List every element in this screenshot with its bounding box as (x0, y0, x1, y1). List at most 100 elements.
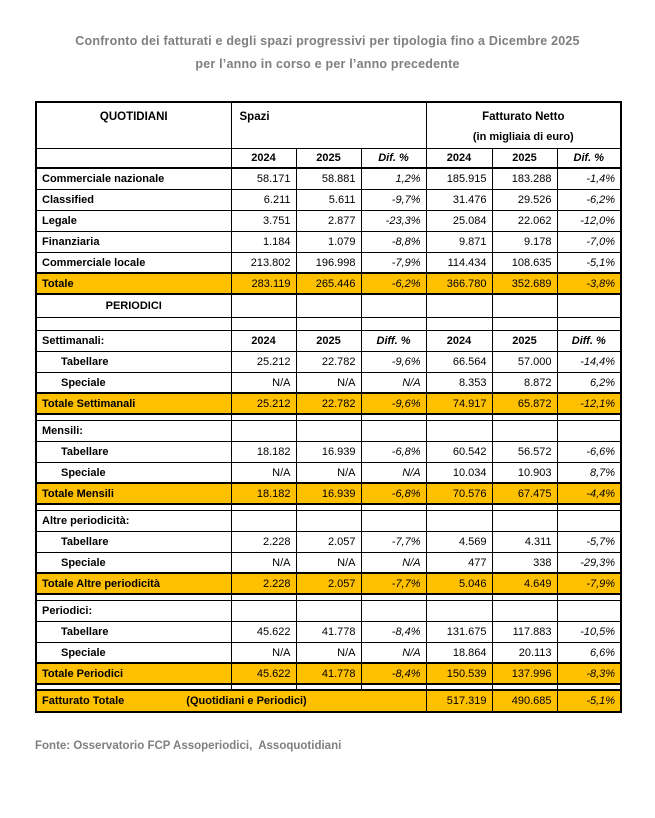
value-cell: 57.000 (491, 350, 558, 373)
value-cell: 150.539 (425, 662, 493, 686)
value-cell: 8.353 (425, 371, 493, 394)
value-cell: 4.649 (491, 572, 558, 596)
year-header-cell: Diff. % (556, 329, 622, 352)
row-label: Fatturato Totale (Quotidiani e Periodici) (35, 689, 427, 714)
value-cell: 56.572 (491, 440, 558, 463)
year-header-spazi-2024: 2024 (230, 147, 297, 170)
spacer-cell (425, 316, 493, 331)
value-cell (425, 419, 493, 442)
table-row-speciale: Speciale N/A N/A N/A 18.864 20.113 6,6% (35, 641, 622, 664)
dif-cell: -29,3% (556, 551, 622, 574)
value-cell (491, 293, 558, 318)
row-label: Speciale (35, 551, 232, 574)
dif-cell (360, 599, 427, 622)
value-cell: 18.182 (230, 440, 297, 463)
value-cell: 117.883 (491, 620, 558, 643)
value-cell: 16.939 (295, 482, 362, 506)
year-header-fatturato-dif: Dif. % (556, 147, 622, 170)
table-row-altre-periodicit: Altre periodicità: (35, 509, 622, 532)
value-cell: N/A (230, 641, 297, 664)
value-cell: 66.564 (425, 350, 493, 373)
table-row-tabellare: Tabellare 25.212 22.782 -9,6% 66.564 57.000 -1… (35, 350, 622, 373)
dif-cell (556, 293, 622, 318)
row-label: Commerciale locale (35, 251, 232, 274)
row-label: Speciale (35, 461, 232, 484)
report-title: Confronto dei fatturati e degli spazi pr… (0, 0, 655, 76)
dif-cell: 6,2% (556, 371, 622, 394)
table-row-speciale: Speciale N/A N/A N/A 477 338 -29,3% (35, 551, 622, 574)
value-cell (425, 293, 493, 318)
header-spazi: Spazi (230, 101, 427, 149)
value-cell: 185.915 (425, 167, 493, 190)
dif-cell: -3,8% (556, 272, 622, 296)
value-cell: 29.526 (491, 188, 558, 211)
year-header-cell: 2025 (491, 329, 558, 352)
table-row-commerciale-nazionale: Commerciale nazionale 58.171 58.881 1,2% 185… (35, 167, 622, 190)
row-label: Tabellare (35, 350, 232, 373)
year-header-empty (35, 147, 232, 170)
dif-cell: -9,6% (360, 392, 427, 416)
dif-cell: -12,0% (556, 209, 622, 232)
table-header-row: QUOTIDIANI Spazi Fatturato Netto (in mig… (35, 101, 622, 149)
dif-cell: 8,7% (556, 461, 622, 484)
value-cell: 16.939 (295, 440, 362, 463)
table-row-speciale: Speciale N/A N/A N/A 10.034 10.903 8,7% (35, 461, 622, 484)
dif-cell: -6,2% (556, 188, 622, 211)
value-cell: N/A (295, 551, 362, 574)
value-cell: 2.228 (230, 530, 297, 553)
dif-cell: -9,6% (360, 350, 427, 373)
value-cell: 18.182 (230, 482, 297, 506)
value-cell: 2.228 (230, 572, 297, 596)
value-cell (230, 599, 297, 622)
dif-cell: -12,1% (556, 392, 622, 416)
dif-cell: N/A (360, 371, 427, 394)
value-cell (295, 509, 362, 532)
row-label: Totale Settimanali (35, 392, 232, 416)
year-header-cell: 2025 (295, 329, 362, 352)
table-container: QUOTIDIANI Spazi Fatturato Netto (in mig… (35, 101, 655, 714)
value-cell: 9.178 (491, 230, 558, 253)
value-cell: 22.062 (491, 209, 558, 232)
value-cell: 108.635 (491, 251, 558, 274)
value-cell: 22.782 (295, 392, 362, 416)
value-cell (295, 599, 362, 622)
value-cell (425, 509, 493, 532)
row-label: Totale Periodici (35, 662, 232, 686)
dif-cell: -8,3% (556, 662, 622, 686)
value-cell: 2.057 (295, 572, 362, 596)
table-row-totale-altre-periodicit: Totale Altre periodicità 2.228 2.057 -7,7% 5… (35, 572, 622, 596)
value-cell: 5.046 (425, 572, 493, 596)
dif-cell: N/A (360, 641, 427, 664)
value-cell: N/A (295, 641, 362, 664)
value-cell (425, 599, 493, 622)
value-cell: 8.872 (491, 371, 558, 394)
report-title-line1: Confronto dei fatturati e degli spazi pr… (75, 34, 580, 48)
value-cell: 9.871 (425, 230, 493, 253)
table-row-totale-settimanali: Totale Settimanali 25.212 22.782 -9,6% 74.91… (35, 392, 622, 416)
table-row-finanziaria: Finanziaria 1.184 1.079 -8,8% 9.871 9.178 -7,0… (35, 230, 622, 253)
value-cell: 265.446 (295, 272, 362, 296)
row-label: Commerciale nazionale (35, 167, 232, 190)
dif-cell: -6,8% (360, 440, 427, 463)
dif-cell: -6,2% (360, 272, 427, 296)
year-header-spazi-dif: Dif. % (360, 147, 427, 170)
table-row-periodici: Periodici: (35, 599, 622, 622)
value-cell: 10.034 (425, 461, 493, 484)
value-cell: 70.576 (425, 482, 493, 506)
table-row-mensili: Mensili: (35, 419, 622, 442)
spacer-cell (35, 316, 232, 331)
value-cell: N/A (230, 461, 297, 484)
row-label: Legale (35, 209, 232, 232)
year-header-fatturato-2024: 2024 (425, 147, 493, 170)
row-label: Tabellare (35, 530, 232, 553)
row-label: Totale Altre periodicità (35, 572, 232, 596)
row-label: Finanziaria (35, 230, 232, 253)
table-row-classified: Classified 6.211 5.611 -9,7% 31.476 29.526 -6,… (35, 188, 622, 211)
value-cell: 20.113 (491, 641, 558, 664)
value-cell: 213.802 (230, 251, 297, 274)
dif-cell: -1,4% (556, 167, 622, 190)
value-cell: 3.751 (230, 209, 297, 232)
table-row-periodici: PERIODICI (35, 293, 622, 318)
value-cell: 5.611 (295, 188, 362, 211)
row-label: Tabellare (35, 620, 232, 643)
